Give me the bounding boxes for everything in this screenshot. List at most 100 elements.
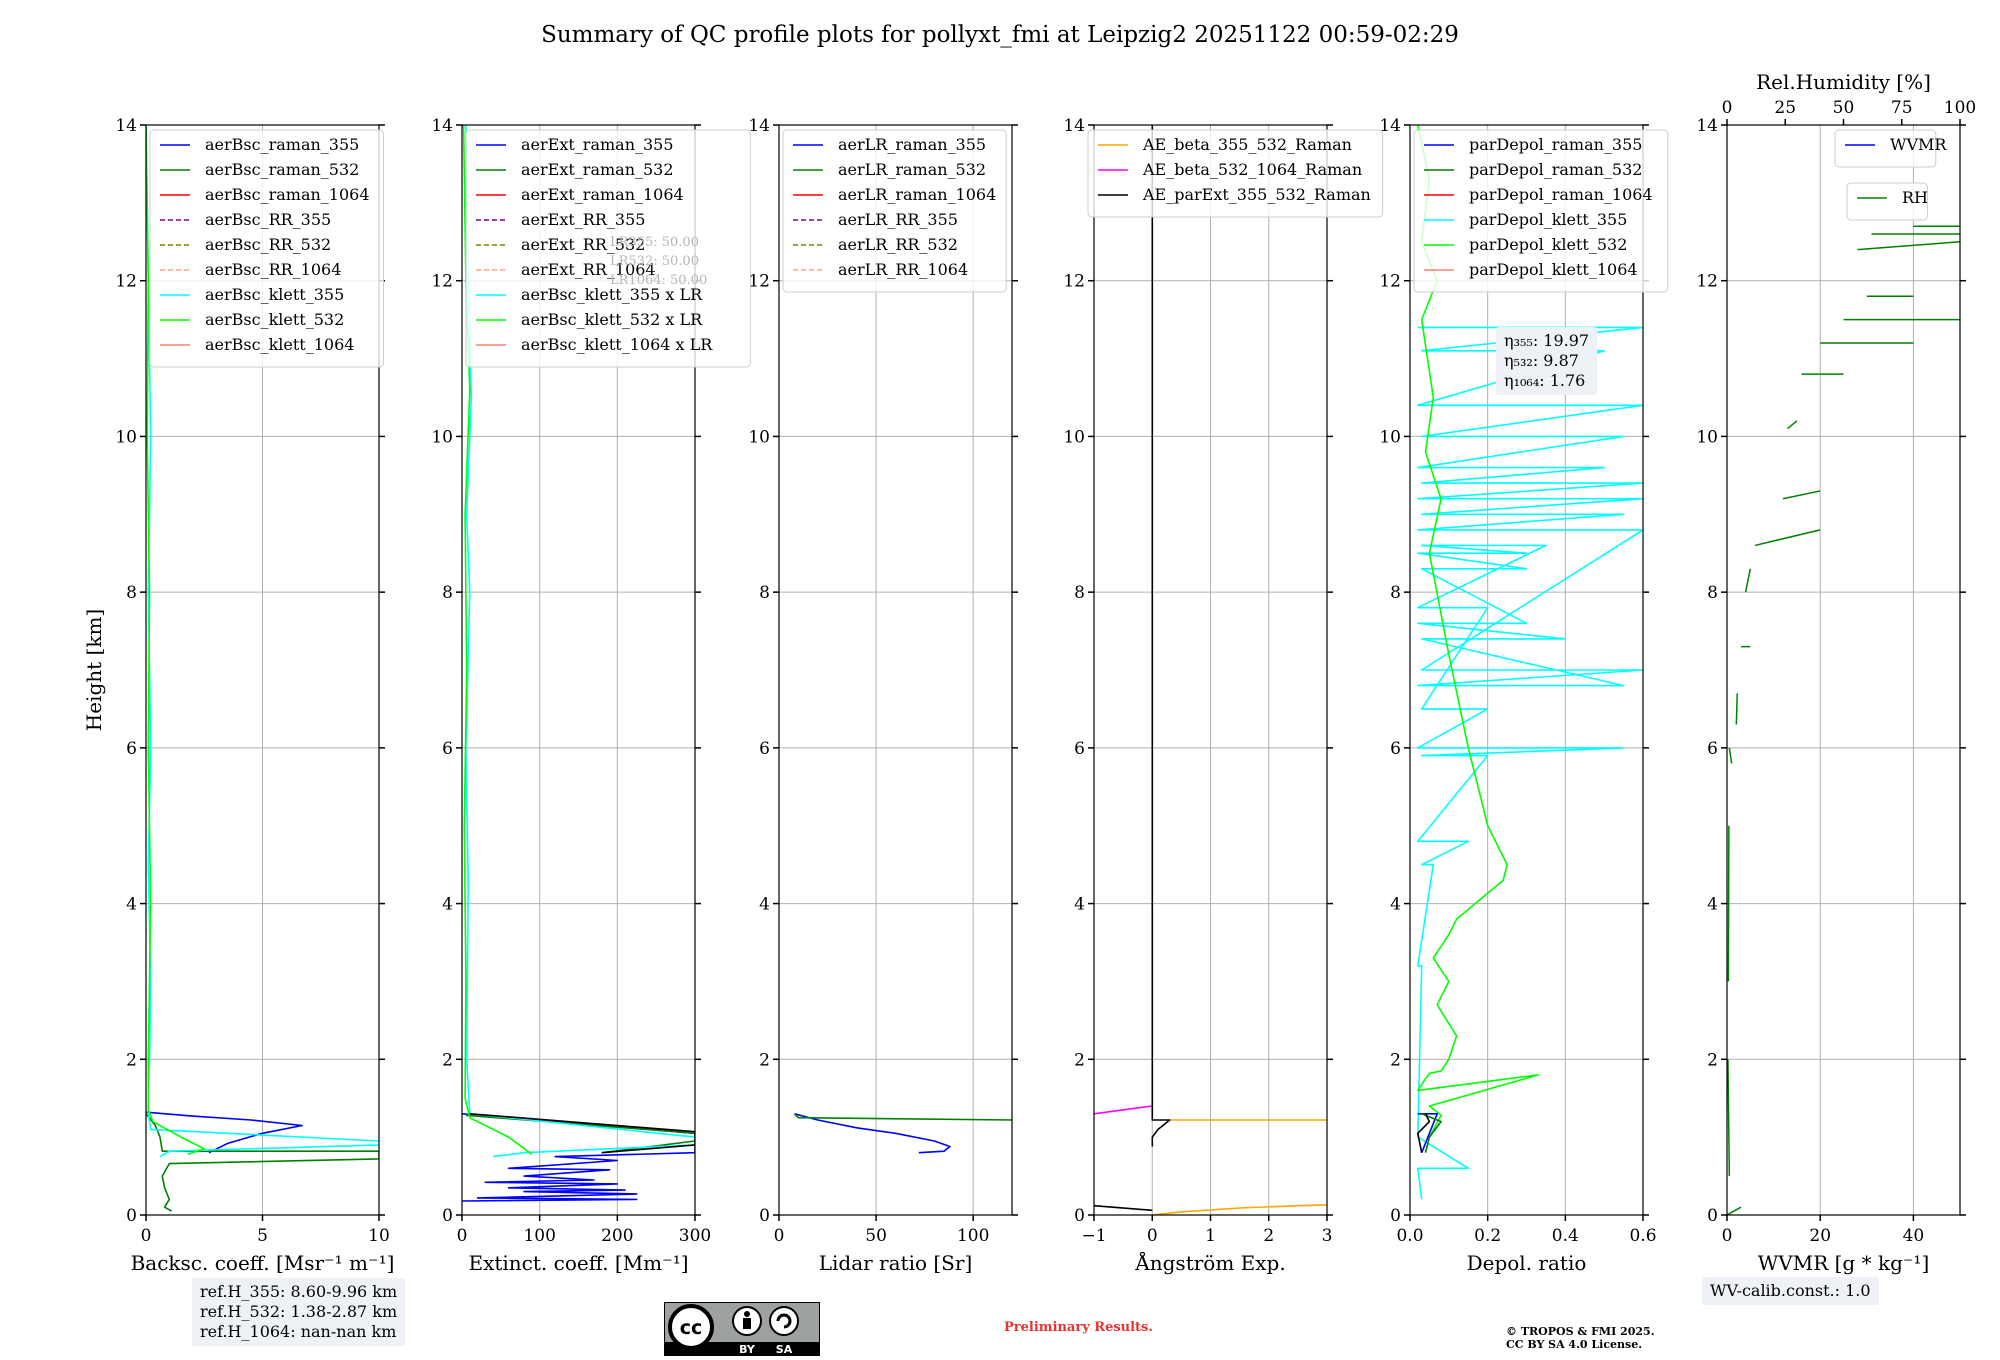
series-parDepol_klett_532 bbox=[1417, 125, 1539, 1138]
series-aerBsc_raman_355 bbox=[146, 1111, 303, 1154]
y-tick-label: 10 bbox=[1063, 427, 1085, 447]
y-tick-label: 4 bbox=[442, 895, 453, 915]
sa-share-icon bbox=[769, 1306, 799, 1336]
series-AE_parExt_355_532_Raman bbox=[1151, 125, 1171, 1147]
top-tick-label: 75 bbox=[1891, 98, 1913, 118]
legend-entry: AE_beta_532_1064_Raman bbox=[1142, 160, 1362, 179]
y-tick-label: 0 bbox=[759, 1206, 770, 1226]
x-tick-label: 10 bbox=[368, 1226, 390, 1246]
legend-entry: aerBsc_raman_532 bbox=[205, 160, 359, 179]
legend-frame bbox=[465, 129, 751, 368]
y-tick-label: 6 bbox=[442, 739, 453, 759]
axes-frame bbox=[1409, 124, 1644, 1216]
x-tick-label: 0 bbox=[457, 1226, 468, 1246]
x-tick-label: 100 bbox=[523, 1226, 555, 1246]
y-tick-label: 12 bbox=[748, 272, 770, 292]
legend-entry: aerExt_raman_355 bbox=[521, 135, 674, 154]
y-tick-label: 6 bbox=[1390, 739, 1401, 759]
y-tick-label: 10 bbox=[1379, 427, 1401, 447]
cc-license-badge[interactable]: cc BY SA bbox=[664, 1302, 820, 1356]
legend-entry: aerLR_RR_1064 bbox=[838, 260, 968, 279]
chart-ext: 0 2 4 6 8 10 12 14 0 100 200 300 Extinct. coeff. [Mm… bbox=[431, 116, 751, 1275]
ref-h-532: ref.H_532: 1.38-2.87 km bbox=[200, 1302, 398, 1321]
legend-entry: aerBsc_klett_355 x LR bbox=[521, 285, 703, 304]
series-RH bbox=[1754, 529, 1821, 547]
series-aerBsc_klett_532 bbox=[146, 125, 206, 1156]
legend-entry: parDepol_raman_1064 bbox=[1469, 185, 1653, 204]
legend-frame bbox=[1413, 129, 1669, 293]
legend-entry: parDepol_klett_355 bbox=[1469, 210, 1627, 229]
series-aerExt_raman_355 bbox=[462, 1113, 695, 1202]
legend-entry: aerExt_raman_1064 bbox=[521, 185, 684, 204]
y-tick-label: 0 bbox=[1707, 1206, 1718, 1226]
x-axis-label: WVMR [g * kg⁻¹] bbox=[1758, 1251, 1930, 1275]
svg-text:cc: cc bbox=[680, 1317, 703, 1339]
copyright-note: © TROPOS & FMI 2025. CC BY SA 4.0 Licens… bbox=[1506, 1325, 1655, 1351]
y-tick-label: 8 bbox=[1707, 583, 1718, 603]
series-parDepol_raman_1064 bbox=[1417, 1113, 1431, 1153]
y-tick-label: 0 bbox=[126, 1206, 137, 1226]
legend-frame bbox=[1087, 129, 1384, 218]
series-AE_beta_355_532_Raman_low bbox=[1152, 1204, 1327, 1215]
y-tick-label: 8 bbox=[442, 583, 453, 603]
x-tick-label: 40 bbox=[1903, 1226, 1925, 1246]
legend-entry: aerBsc_RR_355 bbox=[205, 210, 331, 229]
cc-by-label: BY bbox=[739, 1343, 756, 1356]
y-tick-label: 8 bbox=[1390, 583, 1401, 603]
series-AE_parExt_low bbox=[1094, 1204, 1153, 1212]
x-tick-label: 0.0 bbox=[1396, 1226, 1423, 1246]
preliminary-results-note: Preliminary Results. bbox=[1004, 1320, 1153, 1335]
x-axis-label: Backsc. coeff. [Msr⁻¹ m⁻¹] bbox=[131, 1251, 395, 1275]
legend-ext: aerExt_raman_355 aerExt_raman_532 aerExt_r… bbox=[465, 129, 751, 368]
y-tick-label: 4 bbox=[1074, 895, 1085, 915]
legend-entry: aerLR_raman_355 bbox=[838, 135, 986, 154]
y-tick-label: 14 bbox=[1696, 116, 1718, 136]
legend-entry: aerLR_RR_532 bbox=[838, 235, 958, 254]
x-tick-label: 0 bbox=[1147, 1226, 1158, 1246]
series-RH bbox=[1857, 241, 1960, 251]
y-tick-label: 14 bbox=[115, 116, 137, 136]
wv-calib-box: WV-calib.const.: 1.0 bbox=[1702, 1277, 1879, 1305]
legend-entry: aerBsc_klett_532 bbox=[205, 310, 344, 329]
y-tick-label: 10 bbox=[115, 427, 137, 447]
chart-lr: 0 2 4 6 8 10 12 14 0 50 100 Lidar ratio [Sr] aerLR_r… bbox=[748, 116, 1018, 1275]
top-tick-label: 50 bbox=[1833, 98, 1855, 118]
legend-entry: parDepol_raman_532 bbox=[1469, 160, 1642, 179]
chart-bsc: 0 2 4 6 8 10 12 14 0 5 10 Backsc. coeff. [Msr⁻¹ m⁻¹… bbox=[82, 116, 394, 1275]
legend-frame bbox=[782, 129, 1007, 293]
legend-entry: WVMR bbox=[1890, 135, 1947, 154]
series-RH bbox=[1744, 568, 1752, 593]
y-tick-label: 4 bbox=[1707, 895, 1718, 915]
legend-entry: aerExt_RR_355 bbox=[521, 210, 645, 229]
series-aerLR_raman_355 bbox=[794, 1113, 951, 1154]
series-RH bbox=[1787, 420, 1798, 430]
y-tick-label: 12 bbox=[1379, 272, 1401, 292]
top-tick-label: 100 bbox=[1944, 98, 1976, 118]
legend-entry: aerExt_RR_532 bbox=[521, 235, 645, 254]
y-tick-label: 12 bbox=[431, 272, 453, 292]
axes-frame bbox=[1726, 124, 1961, 1216]
x-tick-label: 20 bbox=[1809, 1226, 1831, 1246]
x-tick-label: 0 bbox=[774, 1226, 785, 1246]
y-tick-label: 0 bbox=[1074, 1206, 1085, 1226]
y-tick-label: 2 bbox=[759, 1050, 770, 1070]
legend-entry: aerBsc_raman_355 bbox=[205, 135, 359, 154]
x-tick-label: 2 bbox=[1263, 1226, 1274, 1246]
x-tick-label: 0 bbox=[1722, 1226, 1733, 1246]
y-tick-label: 10 bbox=[431, 427, 453, 447]
legend-entry: aerBsc_klett_1064 x LR bbox=[521, 335, 713, 354]
copyright-line-2: CC BY SA 4.0 License. bbox=[1506, 1338, 1643, 1351]
figure-title: Summary of QC profile plots for pollyxt_… bbox=[541, 22, 1459, 48]
series-RH bbox=[1782, 490, 1821, 500]
series-group bbox=[146, 125, 379, 1212]
y-tick-label: 10 bbox=[1696, 427, 1718, 447]
legend-entry: RH bbox=[1902, 188, 1928, 207]
legend-entry: aerBsc_klett_532 x LR bbox=[521, 310, 703, 329]
legend2-wv: RH bbox=[1846, 182, 1928, 221]
y-tick-label: 2 bbox=[1390, 1050, 1401, 1070]
legend-frame bbox=[1846, 182, 1928, 221]
ref-h-355: ref.H_355: 8.60-9.96 km bbox=[200, 1282, 398, 1301]
eta-355: η₃₅₅: 19.97 bbox=[1504, 331, 1590, 350]
series-aerBsc_klett_355 x LR bbox=[465, 125, 695, 1158]
